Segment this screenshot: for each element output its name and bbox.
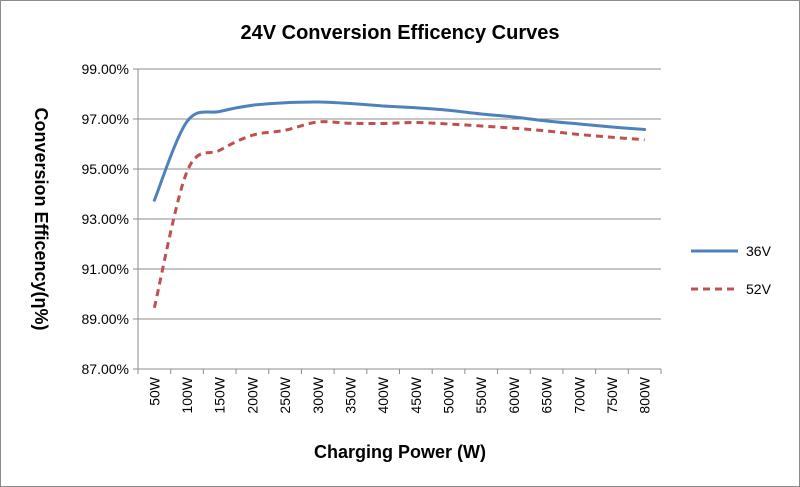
y-tick-label: 89.00% — [82, 311, 129, 327]
y-tick-label: 91.00% — [82, 261, 129, 277]
y-tick-label: 95.00% — [82, 161, 129, 177]
y-tick-label: 93.00% — [82, 211, 129, 227]
x-tick-label: 200W — [244, 376, 260, 413]
y-tick-label: 97.00% — [82, 111, 129, 127]
y-axis-title: Conversion Efficency(η%) — [31, 107, 51, 330]
x-tick-label: 100W — [179, 376, 195, 413]
x-tick-label: 350W — [342, 376, 358, 413]
tick-labels: 87.00% 89.00% 91.00% 93.00% 95.00% 97.00% 99.0… — [82, 61, 653, 414]
x-tick-label: 550W — [473, 376, 489, 413]
x-tick-label: 150W — [212, 376, 228, 413]
x-tick-label: 800W — [637, 376, 653, 413]
x-tick-label: 500W — [441, 376, 457, 413]
x-tick-label: 50W — [146, 376, 162, 406]
axes — [133, 68, 662, 374]
x-tick-label: 300W — [310, 376, 326, 413]
x-tick-label: 400W — [375, 376, 391, 413]
y-tick-label: 99.00% — [82, 61, 129, 77]
series-line-52v — [152, 120, 645, 309]
x-tick-label: 750W — [604, 376, 620, 413]
y-tick-label: 87.00% — [82, 361, 129, 377]
legend-label: 52V — [746, 281, 772, 297]
x-axis-title: Charging Power (W) — [314, 442, 486, 462]
x-tick-label: 700W — [571, 376, 587, 413]
x-tick-label: 650W — [539, 376, 555, 413]
legend-label: 36V — [746, 243, 772, 259]
x-tick-label: 450W — [408, 376, 424, 413]
chart-title: 24V Conversion Efficency Curves — [240, 22, 559, 44]
x-tick-label: 600W — [506, 376, 522, 413]
gridlines — [138, 68, 661, 370]
legend: 36V 52V — [691, 243, 772, 297]
x-tick-label: 250W — [277, 376, 293, 413]
series-lines — [152, 100, 647, 309]
series-line-36v — [152, 100, 647, 202]
